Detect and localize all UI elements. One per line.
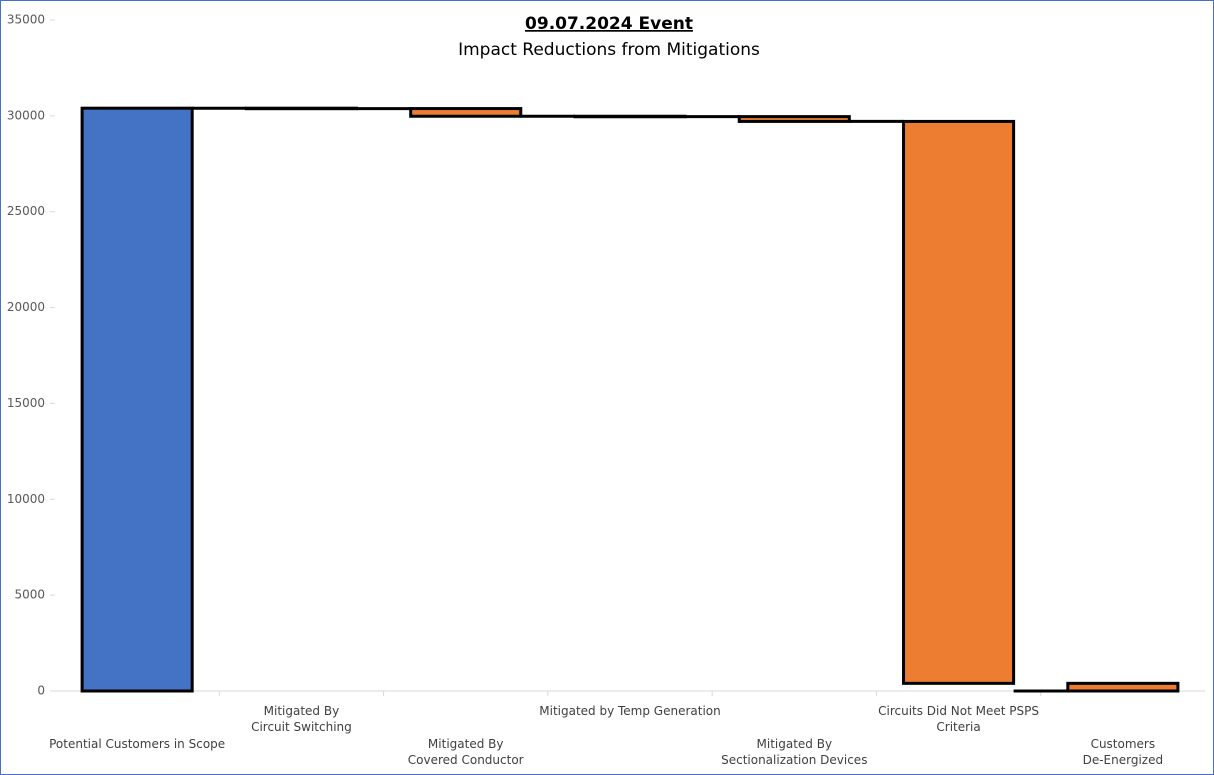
x-tick-label: Customers De-Energized — [1082, 737, 1164, 767]
bar — [409, 107, 523, 118]
chart-subtitle: Impact Reductions from Mitigations — [458, 40, 760, 60]
x-tick-label: Circuits Did Not Meet PSPS Criteria — [878, 704, 1039, 734]
chart-title: 09.07.2024 Event — [525, 14, 693, 34]
y-tick-label: 10000 — [7, 492, 45, 506]
bar — [1066, 681, 1180, 693]
y-tick-label: 15000 — [7, 396, 45, 410]
bar — [244, 106, 358, 111]
bar — [737, 115, 851, 123]
y-tick-label: 35000 — [7, 13, 45, 27]
x-tick-label: Mitigated By Covered Conductor — [407, 737, 524, 767]
bar — [902, 119, 1016, 685]
x-tick-label: Mitigated By Circuit Switching — [251, 704, 352, 734]
y-tick-label: 20000 — [7, 300, 45, 314]
y-tick-label: 30000 — [7, 108, 45, 122]
x-tick-label: Mitigated by Temp Generation — [539, 704, 721, 718]
y-tick-label: 25000 — [7, 204, 45, 218]
y-tick-label: 5000 — [14, 588, 45, 602]
bar — [573, 114, 687, 119]
bar — [80, 106, 194, 693]
y-tick-label: 0 — [37, 684, 45, 698]
x-tick-label: Potential Customers in Scope — [49, 737, 226, 751]
x-tick-label: Mitigated By Sectionalization Devices — [721, 737, 868, 767]
